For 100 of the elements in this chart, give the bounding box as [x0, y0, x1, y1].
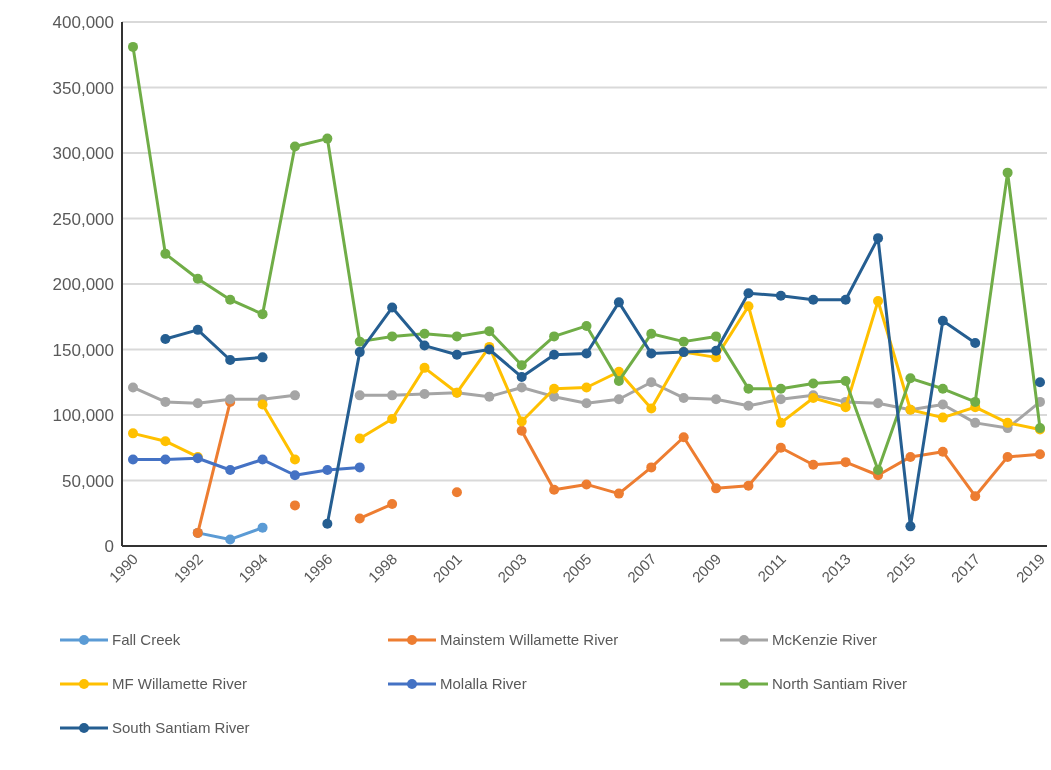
point [970, 396, 981, 407]
point [354, 433, 365, 444]
point [873, 465, 884, 476]
point [160, 248, 171, 259]
point [581, 398, 592, 409]
point [192, 398, 203, 409]
point [775, 394, 786, 405]
point [419, 362, 430, 373]
point [711, 483, 722, 494]
point [937, 315, 948, 326]
point [451, 331, 462, 342]
point [808, 378, 819, 389]
point [646, 462, 657, 473]
point [613, 394, 624, 405]
point [160, 454, 171, 465]
point [516, 372, 527, 383]
point [549, 383, 560, 394]
point [225, 465, 236, 476]
point [970, 491, 981, 502]
point [225, 354, 236, 365]
point [613, 488, 624, 499]
point [581, 348, 592, 359]
y-tick-label: 0 [104, 537, 114, 556]
point [354, 347, 365, 358]
point [289, 390, 300, 401]
point [451, 487, 462, 498]
y-tick-label: 100,000 [52, 406, 114, 425]
point [937, 383, 948, 394]
point [387, 331, 398, 342]
point [354, 390, 365, 401]
point [775, 290, 786, 301]
point [516, 416, 527, 427]
point [484, 326, 495, 337]
point [646, 328, 657, 339]
point [970, 337, 981, 348]
point [1035, 377, 1045, 388]
point [743, 383, 754, 394]
legend-label: South Santiam River [112, 719, 250, 736]
point [192, 324, 203, 335]
y-tick-label: 300,000 [52, 144, 114, 163]
point [419, 389, 430, 400]
point [160, 436, 171, 447]
point [1002, 451, 1013, 462]
point [354, 462, 365, 473]
point [257, 454, 268, 465]
point [289, 500, 300, 511]
point [678, 392, 689, 403]
point [387, 302, 398, 313]
point [1002, 417, 1013, 428]
point [678, 432, 689, 443]
point [419, 340, 430, 351]
point [484, 391, 495, 402]
y-tick-label: 50,000 [62, 471, 114, 491]
point [225, 534, 236, 545]
y-tick-label: 350,000 [52, 78, 114, 98]
point [322, 133, 333, 144]
point [905, 521, 916, 532]
point [1035, 449, 1045, 460]
point [808, 294, 819, 305]
point [289, 470, 300, 481]
point [613, 297, 624, 308]
y-tick-label: 200,000 [52, 275, 114, 294]
point [646, 403, 657, 414]
legend-label: Mainstem Willamette River [440, 631, 619, 648]
point [322, 465, 333, 476]
point [678, 336, 689, 347]
point [289, 141, 300, 152]
point [257, 522, 268, 533]
point [128, 428, 138, 439]
point [937, 446, 948, 457]
point [840, 457, 851, 468]
point [743, 301, 754, 312]
point [840, 375, 851, 386]
legend-label: McKenzie River [772, 631, 878, 648]
point [840, 402, 851, 413]
point [549, 349, 560, 360]
legend-label: MF Willamette River [112, 675, 248, 692]
point [451, 349, 462, 360]
y-tick-label: 150,000 [52, 340, 114, 360]
point [711, 394, 722, 405]
legend-label: North Santiam River [772, 675, 908, 692]
point [128, 454, 138, 465]
point [160, 334, 171, 345]
point [257, 399, 268, 410]
y-tick-label: 250,000 [52, 209, 114, 229]
point [743, 288, 754, 299]
point [711, 345, 722, 356]
point [905, 373, 916, 384]
point [613, 375, 624, 386]
point [192, 273, 203, 284]
point [873, 398, 884, 409]
point [387, 499, 398, 510]
point [970, 417, 981, 428]
point [354, 513, 365, 524]
point [937, 399, 948, 410]
point [516, 425, 527, 436]
point [322, 518, 333, 529]
point [581, 320, 592, 331]
point [808, 459, 819, 470]
point [128, 41, 138, 52]
